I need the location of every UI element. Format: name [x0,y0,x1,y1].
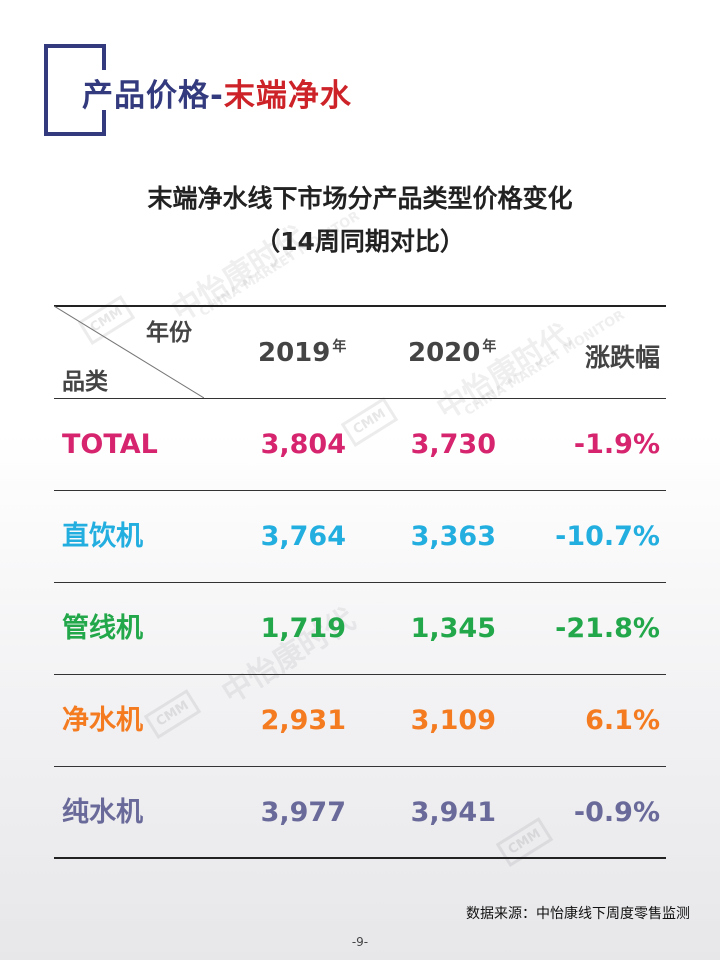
table-top-rule [54,305,666,307]
row-change: -21.8% [555,613,660,644]
header-category-label: 品类 [62,369,108,395]
title-bracket-decoration [44,44,106,136]
row-value-2020: 3,109 [410,705,496,736]
data-source-note: 数据来源：中怡康线下周度零售监测 [466,906,690,922]
diagonal-header-cell [54,306,204,398]
header-2020: 2020 年 [408,338,497,368]
header-year-label: 年份 [146,320,192,346]
table-bottom-rule [54,857,666,859]
row-category: 管线机 [62,613,143,644]
table-row: 直饮机 3,764 3,363 -10.7% [54,491,666,583]
page-title-part1: 产品价格- [82,78,224,114]
row-value-2019: 1,719 [260,613,346,644]
row-value-2020: 3,363 [410,521,496,552]
row-category: 直饮机 [62,521,143,552]
row-change: -10.7% [555,521,660,552]
row-value-2019: 3,764 [260,521,346,552]
page-title-part2: 末端净水 [223,78,352,114]
page-title: 产品价格-末端净水 [82,70,352,115]
table-title: 末端净水线下市场分产品类型价格变化 [147,184,573,213]
table-row: 纯水机 3,977 3,941 -0.9% [54,767,666,859]
row-value-2020: 3,941 [410,797,496,828]
row-change: -0.9% [573,797,660,828]
table-row: TOTAL 3,804 3,730 -1.9% [54,399,666,491]
row-divider [54,490,666,491]
row-change: -1.9% [573,429,660,460]
row-category: 净水机 [62,705,143,736]
row-category: TOTAL [62,429,158,460]
row-divider [54,766,666,767]
header-2019: 2019 年 [258,338,347,368]
row-value-2020: 3,730 [410,429,496,460]
row-value-2019: 2,931 [260,705,346,736]
table-subtitle: （14周同期对比） [255,227,465,256]
row-value-2019: 3,977 [260,797,346,828]
row-category: 纯水机 [62,797,143,828]
header-change: 涨跌幅 [584,343,660,372]
row-change: 6.1% [585,705,660,736]
table-row: 净水机 2,931 3,109 6.1% [54,675,666,767]
page-number: -9- [351,935,369,949]
row-divider [54,674,666,675]
table-row: 管线机 1,719 1,345 -21.8% [54,583,666,675]
table-header-rule [54,398,666,399]
row-value-2019: 3,804 [260,429,346,460]
row-value-2020: 1,345 [410,613,496,644]
row-divider [54,582,666,583]
